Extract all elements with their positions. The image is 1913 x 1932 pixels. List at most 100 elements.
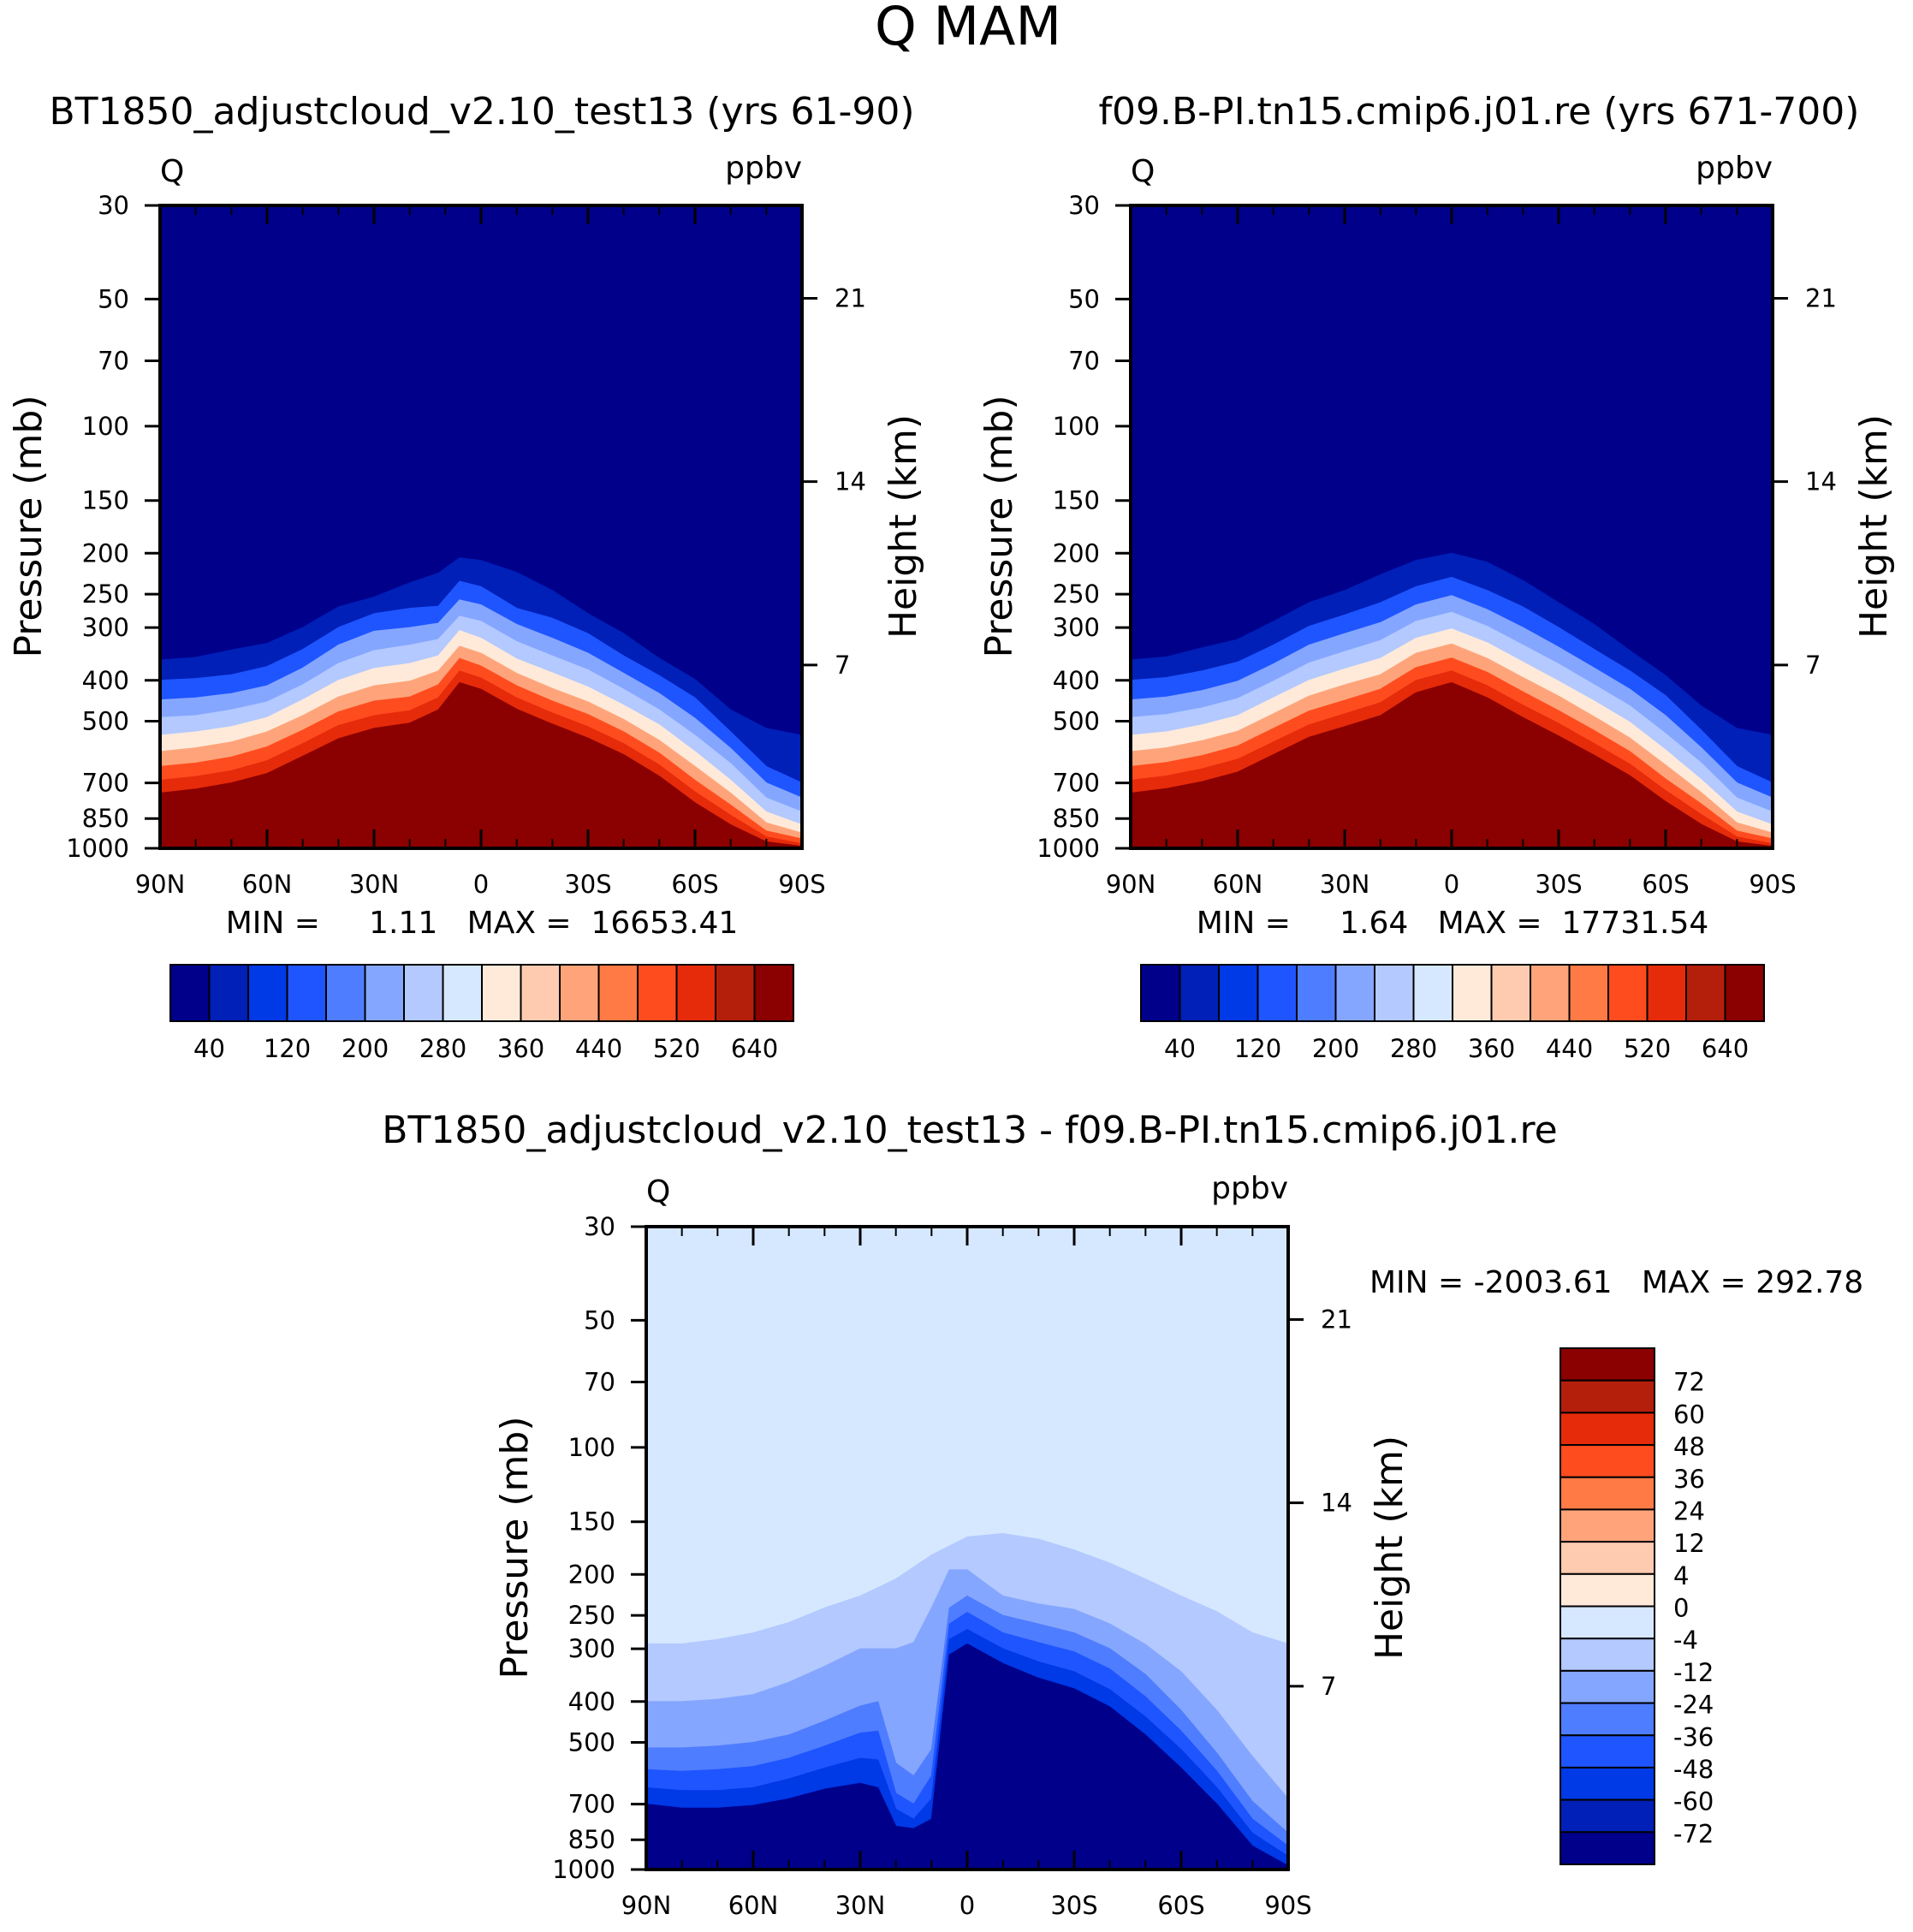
units-label: ppbv — [1211, 1171, 1288, 1206]
height-tick-label: 21 — [835, 283, 866, 312]
colorbar-swatch — [1560, 1476, 1655, 1511]
y-tick-label: 100 — [568, 1433, 615, 1462]
colorbar-swatch — [637, 964, 678, 1022]
colorbar-swatch — [1560, 1702, 1655, 1737]
y-tick-label: 50 — [584, 1305, 615, 1335]
colorbar-label: -72 — [1673, 1819, 1714, 1848]
height-tick-label: 14 — [1321, 1489, 1352, 1518]
panel-title: BT1850_adjustcloud_v2.10_test13 (yrs 61-… — [49, 90, 914, 134]
colorbar-swatch — [1560, 1669, 1655, 1704]
colorbar-swatch — [715, 964, 756, 1022]
y-tick-label: 500 — [568, 1728, 615, 1757]
y-axis-right-title: Height (km) — [882, 414, 925, 639]
colorbar-swatch — [1560, 1798, 1655, 1834]
y-tick-label: 850 — [1053, 804, 1100, 833]
x-tick-label: 60N — [1213, 870, 1263, 899]
colorbar-label: 440 — [575, 1034, 622, 1063]
panel-test13: BT1850_adjustcloud_v2.10_test13 (yrs 61-… — [7, 90, 925, 1063]
colorbar-swatch — [1296, 964, 1337, 1022]
colorbar-label: 60 — [1673, 1400, 1705, 1429]
left-label: Q — [1131, 154, 1155, 189]
colorbar-swatch — [1560, 1638, 1655, 1672]
min-max-stats: MIN = 1.64 MAX = 17731.54 — [1197, 906, 1709, 941]
axes: 90N 60N 30N 0 30S 60S 90S 30 50 70 100 150 200 250 300… — [66, 191, 866, 899]
units-label: ppbv — [1696, 151, 1773, 186]
colorbar-swatch — [1452, 964, 1493, 1022]
contour-field — [646, 1227, 1288, 1870]
y-axis-title: Pressure (mb) — [977, 395, 1021, 658]
y-tick-label: 500 — [1053, 707, 1100, 736]
colorbar-swatch — [1560, 1412, 1655, 1447]
x-tick-label: 0 — [959, 1891, 975, 1920]
y-tick-label: 400 — [82, 666, 129, 695]
y-axis-right-title: Height (km) — [1368, 1436, 1411, 1660]
y-tick-label: 300 — [1053, 613, 1100, 642]
colorbar-label: -48 — [1673, 1755, 1714, 1784]
colorbar-label: 520 — [1624, 1034, 1671, 1063]
height-tick-label: 14 — [1805, 467, 1837, 496]
colorbar-swatch — [481, 964, 522, 1022]
left-label: Q — [160, 154, 184, 189]
x-tick-label: 0 — [473, 870, 489, 899]
axes: 90N 60N 30N 0 30S 60S 90S 30 50 70 100 150 200 250 300… — [552, 1212, 1352, 1920]
y-tick-label: 300 — [82, 613, 129, 642]
colorbar-swatch — [169, 964, 211, 1022]
x-tick-label: 30N — [1320, 870, 1370, 899]
panel-title: f09.B-PI.tn15.cmip6.j01.re (yrs 671-700) — [1099, 90, 1860, 134]
y-tick-label: 850 — [568, 1825, 615, 1854]
y-tick-label: 30 — [1068, 191, 1100, 220]
x-tick-label: 90S — [1749, 870, 1796, 899]
y-axis-title: Pressure (mb) — [493, 1417, 537, 1679]
colorbar-swatch — [1490, 964, 1531, 1022]
y-tick-label: 70 — [584, 1367, 615, 1396]
y-tick-label: 150 — [82, 486, 129, 515]
colorbar-label: 120 — [264, 1034, 311, 1063]
y-tick-label: 50 — [1068, 284, 1100, 313]
x-tick-label: 30S — [1535, 870, 1582, 899]
x-tick-label: 60S — [1642, 870, 1689, 899]
height-tick-label: 21 — [1321, 1305, 1352, 1334]
axes: 90N 60N 30N 0 30S 60S 90S 30 50 70 100 150 200 250 300… — [1037, 191, 1837, 899]
y-axis-title: Pressure (mb) — [7, 395, 50, 658]
y-tick-label: 200 — [82, 538, 129, 568]
colorbar-label: 40 — [1164, 1034, 1196, 1063]
y-tick-label: 70 — [98, 346, 129, 375]
colorbar-label: 520 — [653, 1034, 700, 1063]
height-tick-label: 7 — [835, 651, 850, 680]
colorbar-swatch — [1412, 964, 1453, 1022]
y-tick-label: 200 — [1053, 538, 1100, 568]
y-tick-label: 250 — [82, 580, 129, 609]
height-tick-label: 7 — [1321, 1672, 1336, 1701]
y-tick-label: 700 — [1053, 769, 1100, 798]
height-tick-label: 7 — [1805, 651, 1821, 680]
colorbar-swatch — [1560, 1831, 1655, 1865]
min-max-stats: MIN = -2003.61 MAX = 292.78 — [1369, 1265, 1863, 1300]
colorbar-label: -12 — [1673, 1658, 1714, 1687]
colorbar-label: -24 — [1673, 1691, 1714, 1720]
colorbar-swatch — [442, 964, 483, 1022]
colorbar-label: 48 — [1673, 1432, 1705, 1461]
colorbar-swatch — [247, 964, 288, 1022]
x-tick-label: 30S — [564, 870, 611, 899]
x-tick-label: 0 — [1444, 870, 1459, 899]
colorbar-swatch — [675, 964, 716, 1022]
colorbar-label: 640 — [731, 1034, 778, 1063]
y-tick-label: 700 — [82, 769, 129, 798]
colorbar-swatch — [1560, 1379, 1655, 1414]
y-tick-label: 150 — [568, 1507, 615, 1537]
colorbar-swatch — [753, 964, 794, 1022]
colorbar-label: 24 — [1673, 1496, 1705, 1525]
colorbar-swatch — [1374, 964, 1415, 1022]
x-tick-label: 30S — [1050, 1891, 1097, 1920]
colorbar-swatch — [1560, 1766, 1655, 1801]
colorbar: 40 120 200 280 360 440 520 640 — [1140, 964, 1765, 1063]
y-tick-label: 200 — [568, 1560, 615, 1589]
colorbar-swatch — [1560, 1347, 1655, 1382]
colorbar-swatch — [1607, 964, 1649, 1022]
colorbar-swatch — [286, 964, 327, 1022]
colorbar-swatch — [1560, 1572, 1655, 1608]
y-tick-label: 100 — [1053, 412, 1100, 441]
panel-control: f09.B-PI.tn15.cmip6.j01.re (yrs 671-700)… — [977, 90, 1896, 1063]
y-tick-label: 400 — [568, 1687, 615, 1716]
colorbar-swatch — [1560, 1508, 1655, 1543]
